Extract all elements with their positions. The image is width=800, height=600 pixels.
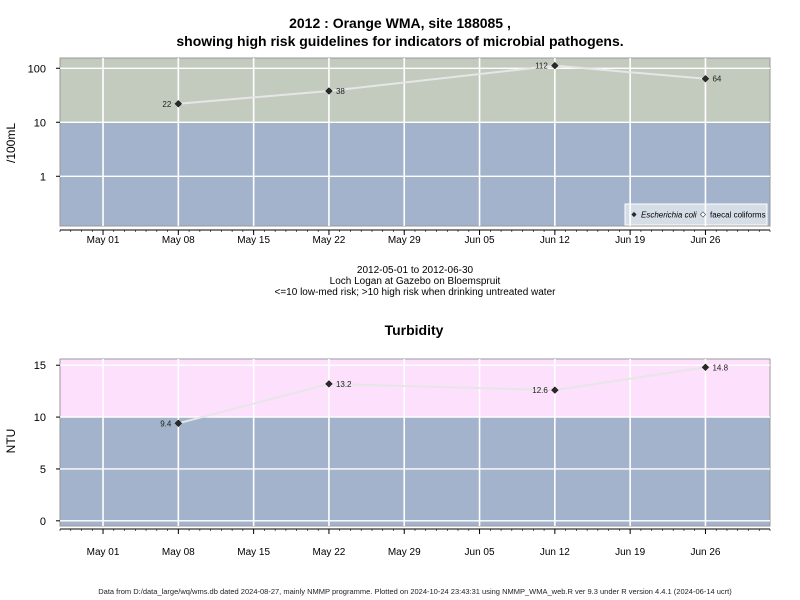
microbial-data-label-3: 64 bbox=[712, 75, 721, 84]
turbidity-ytick-label-1: 5 bbox=[40, 464, 46, 476]
turbidity-low-risk-region bbox=[60, 417, 770, 526]
microbial-data-label-1: 38 bbox=[336, 87, 345, 96]
microbial-xtick-label-3: May 22 bbox=[313, 235, 346, 246]
turbidity-xtick-label-0: May 01 bbox=[87, 547, 120, 558]
turbidity-xtick-label-2: May 15 bbox=[237, 547, 270, 558]
turbidity-data-label-2: 12.6 bbox=[532, 386, 548, 395]
microbial-legend-label-1: faecal coliforms bbox=[710, 211, 766, 220]
chart-title-line-2: showing high risk guidelines for indicat… bbox=[176, 33, 624, 49]
turbidity-data-point-1 bbox=[325, 380, 333, 388]
microbial-xtick-label-8: Jun 26 bbox=[690, 235, 720, 246]
turbidity-data-label-1: 13.2 bbox=[336, 380, 352, 389]
microbial-xtick-label-4: May 29 bbox=[388, 235, 421, 246]
microbial-series-line bbox=[178, 64, 706, 105]
turbidity-plot-frame bbox=[59, 358, 771, 527]
microbial-ytick-label-2: 100 bbox=[28, 63, 46, 75]
chart-title-line-1: 2012 : Orange WMA, site 188085 , bbox=[289, 15, 511, 31]
microbial-xtick-label-5: Jun 05 bbox=[465, 235, 495, 246]
microbial-ytick-label-0: 1 bbox=[40, 171, 46, 183]
turbidity-ytick-label-3: 15 bbox=[34, 360, 46, 372]
microbial-xtick-label-7: Jun 19 bbox=[615, 235, 645, 246]
turbidity-data-point-2 bbox=[551, 386, 559, 394]
microbial-xtick-label-0: May 01 bbox=[87, 235, 120, 246]
turbidity-data-point-3 bbox=[701, 363, 710, 372]
turbidity-xtick-label-6: Jun 12 bbox=[540, 547, 570, 558]
microbial-data-label-2: 112 bbox=[535, 62, 548, 71]
caption-date-range: 2012-05-01 to 2012-06-30 bbox=[356, 265, 474, 276]
turbidity-xtick-label-7: Jun 19 bbox=[615, 547, 645, 558]
microbial-xtick-label-6: Jun 12 bbox=[540, 235, 570, 246]
turbidity-data-label-0: 9.4 bbox=[160, 419, 172, 428]
turbidity-ytick-label-2: 10 bbox=[34, 412, 46, 424]
microbial-data-label-0: 22 bbox=[162, 100, 171, 109]
footer-note: Data from D:/data_large/wq/wms.db dated … bbox=[98, 587, 732, 596]
microbial-legend-key-0 bbox=[631, 211, 637, 218]
microbial-data-point-2 bbox=[551, 61, 559, 70]
microbial-legend-box bbox=[624, 203, 768, 226]
microbial-xtick-label-1: May 08 bbox=[162, 235, 195, 246]
turbidity-xtick-label-3: May 22 bbox=[313, 547, 346, 558]
caption-location: Loch Logan at Gazebo on Bloemspruit bbox=[329, 276, 501, 287]
turbidity-chart-title: Turbidity bbox=[384, 322, 444, 338]
microbial-legend-key-1 bbox=[699, 211, 707, 218]
microbial-data-point-1 bbox=[325, 87, 333, 95]
microbial-legend-label-0: Escherichia coli bbox=[641, 211, 697, 220]
microbial-plot-frame bbox=[59, 57, 771, 227]
turbidity-series-line bbox=[178, 366, 706, 425]
microbial-y-axis-label: /100mL bbox=[4, 123, 18, 163]
turbidity-xtick-label-1: May 08 bbox=[162, 547, 195, 558]
microbial-xtick-label-2: May 15 bbox=[237, 235, 270, 246]
microbial-data-point-0 bbox=[174, 100, 183, 108]
caption-risk-note: <=10 low-med risk; >10 high risk when dr… bbox=[274, 287, 556, 298]
turbidity-xtick-label-5: Jun 05 bbox=[465, 547, 495, 558]
turbidity-y-axis-label: NTU bbox=[4, 429, 18, 454]
turbidity-ytick-label-0: 0 bbox=[40, 516, 46, 528]
turbidity-data-point-0 bbox=[174, 419, 183, 428]
microbial-ytick-label-1: 10 bbox=[34, 117, 46, 129]
turbidity-xtick-label-8: Jun 26 bbox=[690, 547, 720, 558]
turbidity-high-risk-region bbox=[60, 359, 770, 418]
turbidity-xtick-label-4: May 29 bbox=[388, 547, 421, 558]
microbial-data-point-3 bbox=[701, 74, 710, 83]
turbidity-data-label-3: 14.8 bbox=[712, 363, 728, 372]
